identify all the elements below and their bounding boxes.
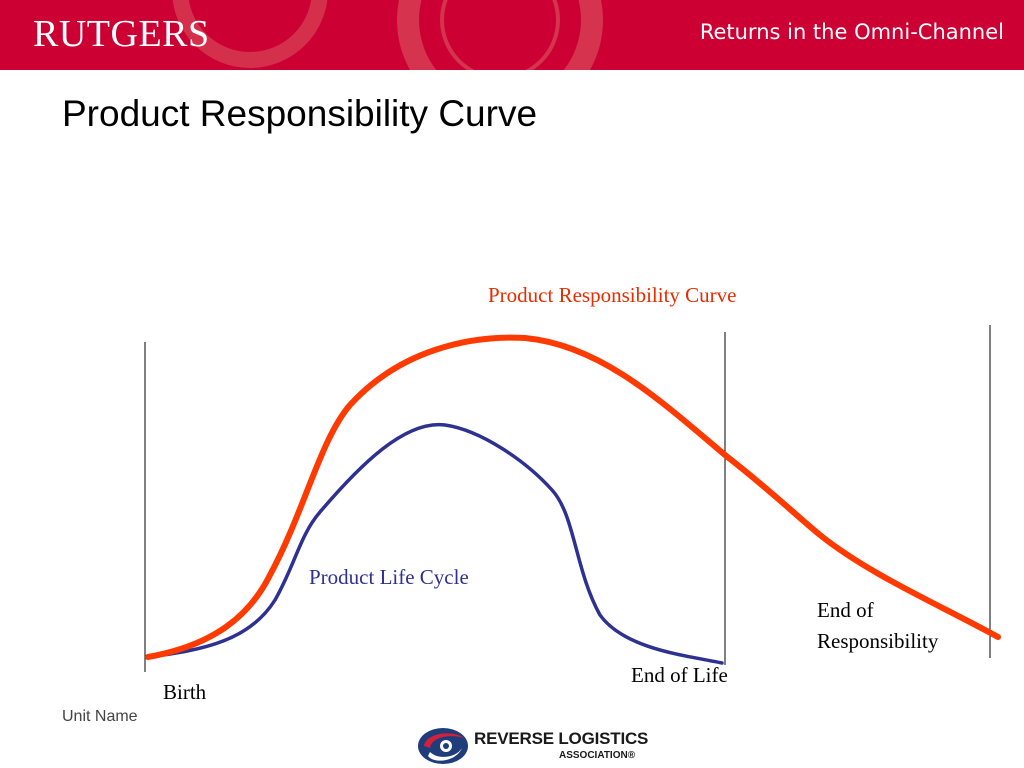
- birth-label: Birth: [163, 680, 207, 704]
- product-responsibility-curve: [145, 334, 1001, 660]
- university-seal-watermark: [172, 0, 603, 70]
- rla-logo-sub-text: ASSOCIATION: [559, 750, 628, 761]
- rla-logo-name: REVERSE LOGISTICS: [474, 729, 649, 748]
- product-life-cycle-curve: [146, 422, 724, 665]
- end-of-life-label: End of Life: [631, 663, 728, 687]
- reverse-logistics-association-logo: REVERSE LOGISTICS ASSOCIATION®: [416, 726, 649, 766]
- header-title: Returns in the Omni-Channel: [699, 20, 1004, 44]
- header-bar: RUTGERS Returns in the Omni-Channel: [0, 0, 1024, 70]
- end-of-responsibility-label: End of Responsibility: [817, 598, 939, 653]
- page-title: Product Responsibility Curve: [62, 93, 538, 134]
- registered-mark: ®: [627, 750, 636, 761]
- unit-name-footer: Unit Name: [62, 708, 138, 725]
- product-responsibility-curve-label: Product Responsibility Curve: [488, 283, 737, 307]
- product-life-cycle-label: Product Life Cycle: [309, 565, 469, 589]
- rutgers-logo: RUTGERS: [33, 13, 210, 55]
- rla-swirl-icon: [418, 728, 468, 764]
- rla-logo-sub: ASSOCIATION®: [559, 750, 635, 761]
